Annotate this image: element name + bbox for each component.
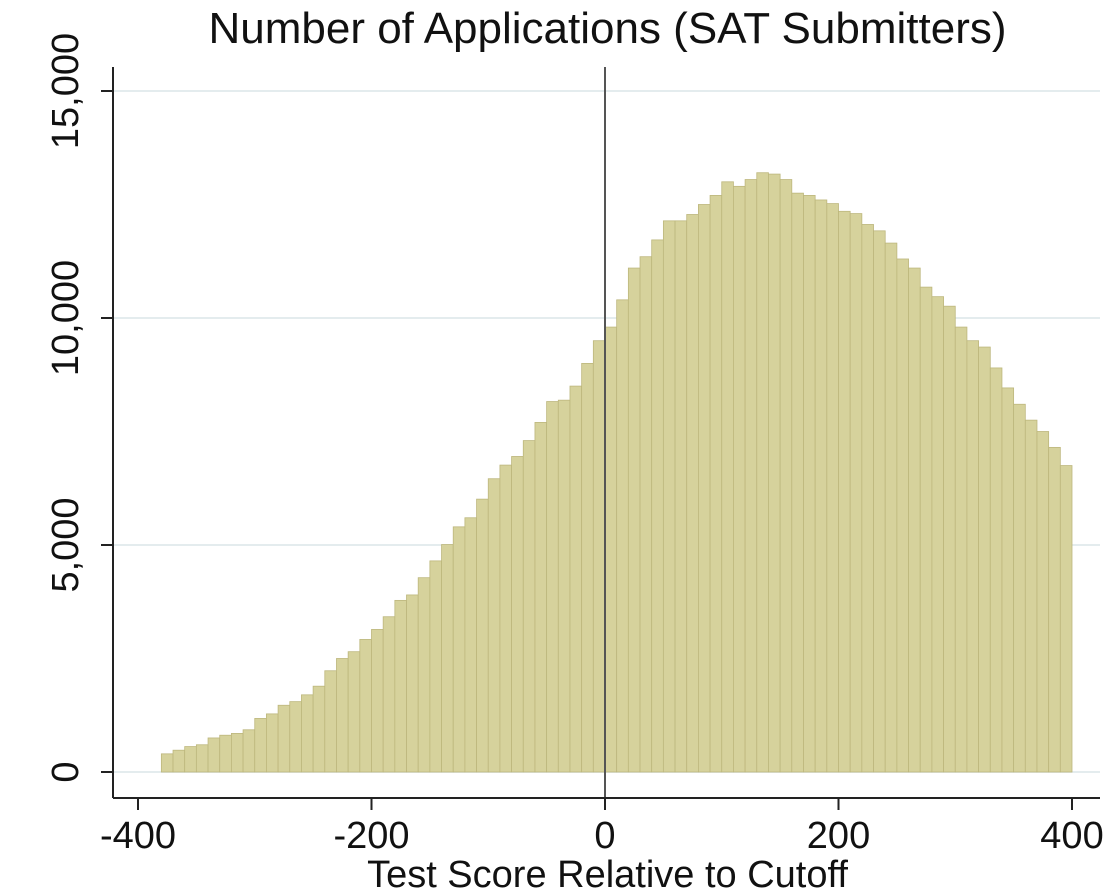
bar	[301, 694, 314, 773]
bar	[1059, 465, 1073, 773]
bar	[919, 286, 933, 773]
bar	[873, 230, 886, 773]
bar	[1001, 387, 1015, 773]
bar	[861, 224, 874, 773]
bar	[604, 326, 618, 773]
bar	[1024, 419, 1038, 773]
bar	[978, 346, 991, 773]
bar	[336, 658, 349, 773]
bar	[219, 734, 232, 773]
x-tick-label: 400	[1040, 815, 1103, 857]
bar	[838, 210, 851, 773]
y-tick-label: 10,000	[45, 260, 87, 376]
bar	[779, 179, 793, 773]
bar	[394, 599, 407, 773]
bar	[884, 242, 898, 773]
bar	[406, 594, 419, 773]
x-axis-label: Test Score Relative to Cutoff	[367, 854, 848, 896]
bar	[686, 214, 699, 773]
bar	[289, 701, 302, 773]
bar	[452, 526, 466, 773]
bar	[184, 746, 197, 773]
y-tick-label: 5,000	[45, 497, 87, 592]
x-tick-label: -200	[333, 815, 409, 857]
bar	[639, 256, 653, 773]
bar	[1036, 431, 1050, 773]
bar	[277, 704, 291, 773]
bar	[943, 305, 956, 773]
bar	[347, 651, 361, 773]
bar	[744, 179, 758, 773]
bar	[849, 213, 863, 773]
bar	[791, 192, 804, 773]
bar	[230, 733, 244, 773]
y-ticks: 0 5,000 10,000 15,000	[45, 33, 113, 783]
bar	[160, 753, 174, 773]
bar	[417, 577, 431, 773]
bar	[371, 629, 384, 773]
bar	[896, 258, 909, 773]
bar	[207, 737, 221, 773]
y-tick-label: 15,000	[45, 33, 87, 149]
bar	[195, 744, 209, 773]
x-tick-label: 200	[807, 815, 870, 857]
bar	[1048, 446, 1061, 773]
bar	[756, 172, 769, 773]
x-tick-label: 0	[594, 815, 615, 857]
bar	[592, 340, 606, 773]
bar	[254, 718, 267, 773]
bars	[160, 172, 1073, 773]
x-tick-label: -400	[100, 815, 176, 857]
bar	[242, 729, 256, 773]
bar	[172, 749, 186, 773]
bar	[499, 464, 512, 773]
bar	[709, 195, 723, 773]
chart-title: Number of Applications (SAT Submitters)	[208, 4, 1007, 53]
bar	[441, 544, 454, 773]
bar	[627, 267, 641, 773]
bar	[1013, 403, 1026, 773]
bar	[616, 299, 629, 773]
bar	[487, 478, 501, 773]
bar	[312, 685, 326, 773]
bar	[768, 173, 781, 773]
bar	[569, 385, 583, 773]
bar	[464, 517, 477, 773]
bar	[674, 220, 688, 773]
bar	[557, 399, 571, 773]
bar	[511, 456, 524, 773]
bar	[522, 440, 536, 773]
bar	[546, 401, 559, 773]
axes	[112, 67, 1100, 799]
bar	[721, 181, 734, 773]
bar	[534, 422, 548, 773]
bar	[931, 296, 944, 773]
bar	[266, 713, 279, 773]
bar	[908, 267, 921, 773]
bar	[966, 340, 979, 773]
bar	[324, 670, 337, 773]
bar	[662, 220, 676, 773]
bar	[359, 639, 372, 773]
bar	[429, 560, 442, 773]
bar	[698, 204, 711, 773]
bar	[581, 362, 594, 773]
bar	[382, 616, 396, 773]
bar	[476, 498, 489, 773]
bar	[989, 367, 1003, 773]
bar	[803, 195, 816, 773]
bar	[651, 239, 664, 773]
y-tick-label: 0	[45, 761, 87, 782]
bar	[826, 203, 839, 773]
bar	[814, 199, 828, 773]
bar	[733, 185, 746, 773]
x-ticks: -400 -200 0 200 400	[100, 798, 1104, 857]
bar	[954, 326, 968, 773]
